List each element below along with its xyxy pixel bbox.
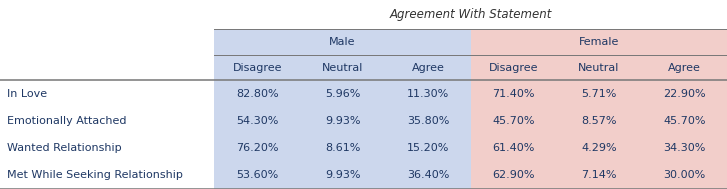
Bar [471, 29, 727, 55]
Text: 45.70%: 45.70% [492, 116, 534, 126]
Text: 15.20%: 15.20% [407, 143, 449, 153]
Bar [214, 80, 471, 108]
Text: 30.00%: 30.00% [663, 170, 705, 180]
Text: 36.40%: 36.40% [407, 170, 449, 180]
Text: Neutral: Neutral [322, 63, 364, 73]
Text: Disagree: Disagree [489, 63, 538, 73]
Text: 4.29%: 4.29% [581, 143, 616, 153]
Text: Female: Female [579, 37, 619, 47]
Bar [471, 55, 727, 80]
Text: 45.70%: 45.70% [663, 116, 705, 126]
Text: 62.90%: 62.90% [492, 170, 534, 180]
Text: 9.93%: 9.93% [325, 170, 361, 180]
Text: 22.90%: 22.90% [663, 89, 706, 99]
Bar [214, 29, 471, 55]
Text: 61.40%: 61.40% [492, 143, 534, 153]
Text: 76.20%: 76.20% [236, 143, 278, 153]
Bar [214, 55, 471, 80]
Text: 5.71%: 5.71% [581, 89, 616, 99]
Text: Agreement With Statement: Agreement With Statement [390, 8, 552, 21]
Text: Agree: Agree [411, 63, 444, 73]
Text: 11.30%: 11.30% [407, 89, 449, 99]
Text: 9.93%: 9.93% [325, 116, 361, 126]
Text: Met While Seeking Relationship: Met While Seeking Relationship [7, 170, 183, 180]
Bar [214, 135, 471, 162]
Text: In Love: In Love [7, 89, 47, 99]
Text: Agree: Agree [668, 63, 701, 73]
Text: Male: Male [329, 37, 356, 47]
Bar [471, 80, 727, 108]
Text: 34.30%: 34.30% [663, 143, 705, 153]
Bar [214, 162, 471, 189]
Bar [471, 135, 727, 162]
Text: 71.40%: 71.40% [492, 89, 534, 99]
Text: 35.80%: 35.80% [407, 116, 449, 126]
Bar [471, 162, 727, 189]
Text: 5.96%: 5.96% [325, 89, 361, 99]
Text: 8.61%: 8.61% [325, 143, 361, 153]
Bar [214, 108, 471, 135]
Text: 82.80%: 82.80% [236, 89, 278, 99]
Text: 54.30%: 54.30% [236, 116, 278, 126]
Bar [471, 108, 727, 135]
Text: Neutral: Neutral [578, 63, 619, 73]
Text: 7.14%: 7.14% [581, 170, 616, 180]
Text: 8.57%: 8.57% [581, 116, 616, 126]
Text: 53.60%: 53.60% [236, 170, 278, 180]
Text: Emotionally Attached: Emotionally Attached [7, 116, 126, 126]
Text: Wanted Relationship: Wanted Relationship [7, 143, 122, 153]
Text: Disagree: Disagree [233, 63, 282, 73]
